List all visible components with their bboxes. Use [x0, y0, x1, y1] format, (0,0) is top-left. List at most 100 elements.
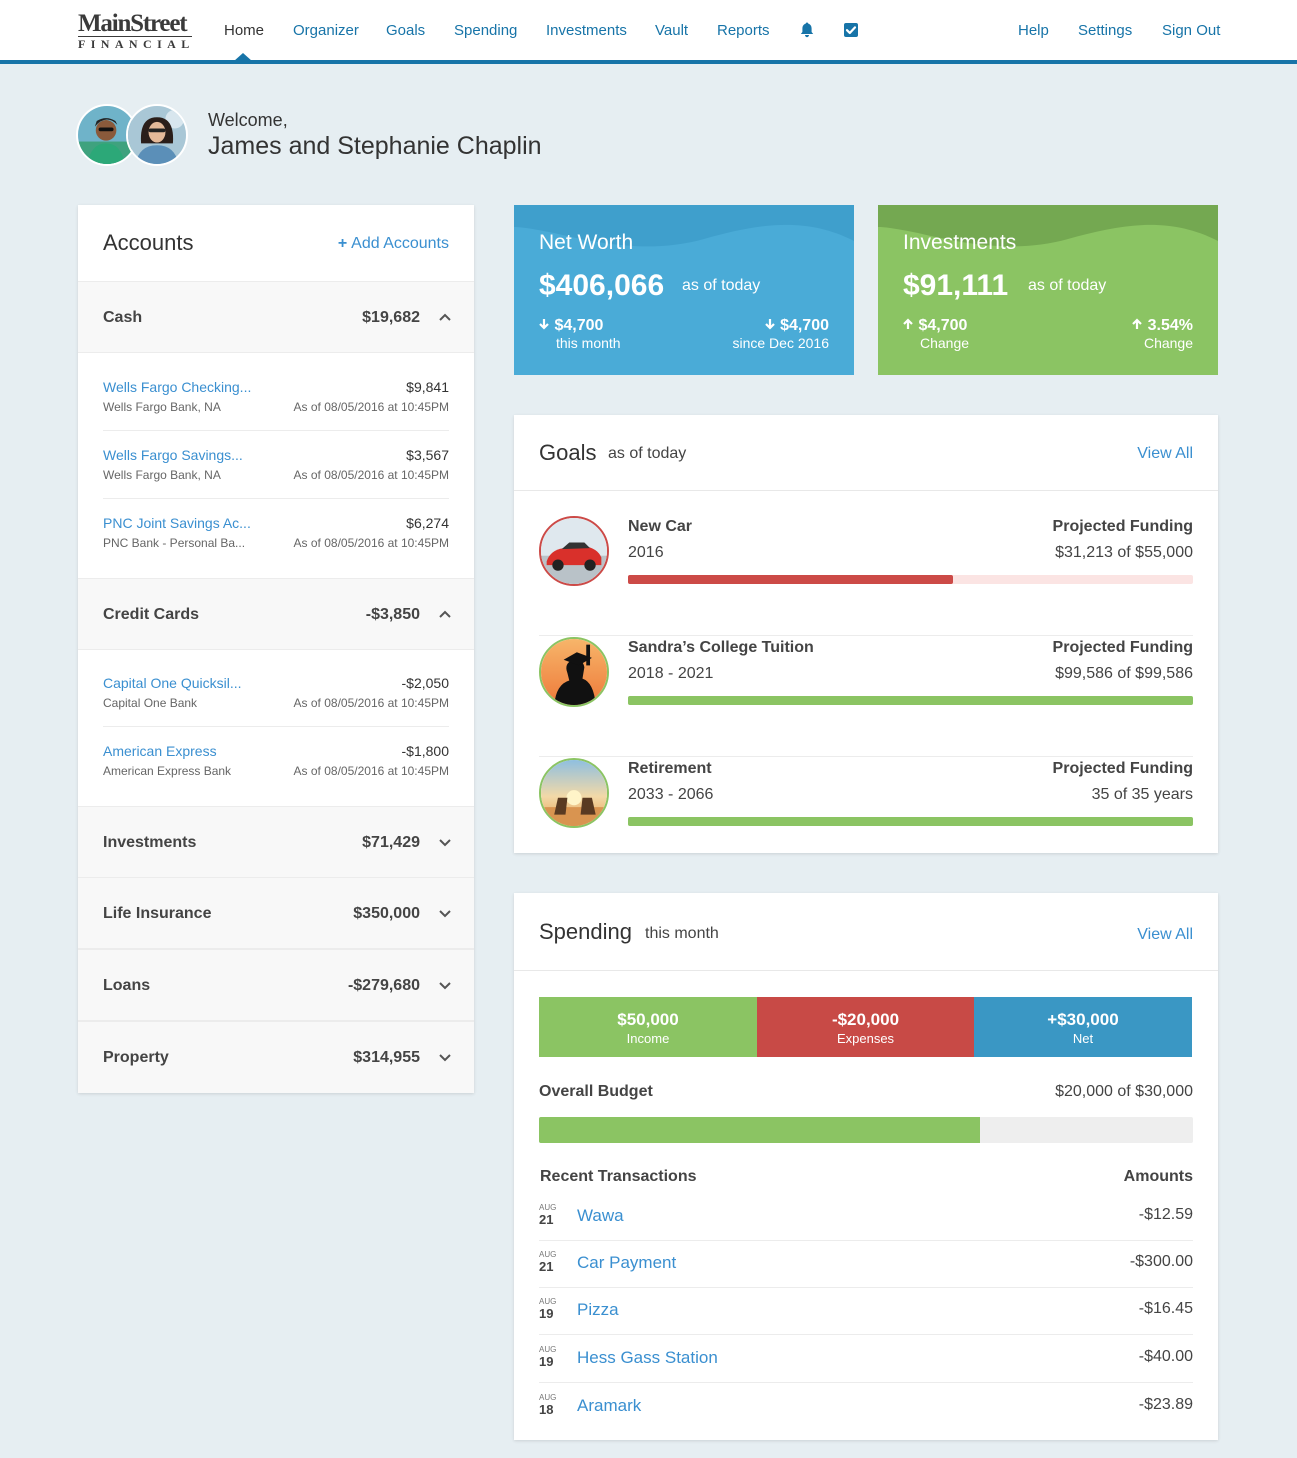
- group-name: Loans: [103, 977, 151, 994]
- account-row[interactable]: Wells Fargo Checking... Wells Fargo Bank…: [103, 363, 449, 431]
- transaction-day: 19: [539, 1306, 554, 1321]
- spending-title: Spending: [539, 919, 632, 944]
- account-group-cash[interactable]: Cash $19,682: [78, 281, 474, 353]
- account-row[interactable]: Capital One Quicksil... Capital One Bank…: [103, 659, 449, 727]
- expenses-label: Expenses: [836, 1031, 895, 1046]
- change-value: 3.54%: [1147, 317, 1193, 334]
- goals-view-all-link[interactable]: View All: [1137, 445, 1193, 462]
- income-amount: $50,000: [617, 1010, 679, 1029]
- transaction-merchant[interactable]: Hess Gass Station: [577, 1348, 718, 1367]
- goal-years: 2016: [628, 544, 664, 561]
- transaction-merchant[interactable]: Aramark: [577, 1396, 642, 1415]
- net-summary[interactable]: +$30,000 Net: [974, 997, 1192, 1057]
- arrow-up-icon: [903, 318, 913, 329]
- nav-goals[interactable]: Goals: [386, 22, 426, 39]
- transaction-merchant[interactable]: Pizza: [577, 1300, 619, 1319]
- net-worth-title: Net Worth: [539, 231, 634, 254]
- expenses-amount: -$20,000: [831, 1010, 900, 1029]
- account-bank: PNC Bank - Personal Ba...: [103, 536, 246, 550]
- logo-wordmark: MainStreet: [78, 10, 188, 37]
- bell-icon[interactable]: [798, 21, 816, 39]
- goal-item-college-tuition[interactable]: Sandra’s College Tuition 2018 - 2021 Pro…: [539, 637, 1193, 757]
- nav-vault[interactable]: Vault: [655, 22, 689, 39]
- nav-settings[interactable]: Settings: [1078, 22, 1133, 39]
- goal-funding-value: $99,586 of $99,586: [1055, 665, 1193, 682]
- divider: [514, 490, 1218, 491]
- goal-funding-label: Projected Funding: [1052, 518, 1193, 535]
- spending-view-all-link[interactable]: View All: [1137, 926, 1193, 943]
- chevron-up-icon[interactable]: [438, 607, 452, 621]
- checkbox-icon[interactable]: [842, 21, 860, 39]
- account-name[interactable]: Wells Fargo Savings...: [103, 447, 243, 463]
- investments-percent-change: 3.54%: [1131, 317, 1193, 335]
- wave-decoration: [878, 205, 1218, 247]
- chevron-down-icon[interactable]: [438, 1050, 452, 1064]
- investments-card[interactable]: Investments $91,111 as of today $4,700 C…: [878, 205, 1218, 375]
- transaction-amount: -$300.00: [1129, 1253, 1193, 1270]
- change-label: this month: [556, 335, 621, 351]
- account-group-credit-cards[interactable]: Credit Cards -$3,850: [78, 578, 474, 650]
- net-worth-amount: $406,066: [539, 269, 665, 302]
- transaction-amount: -$23.89: [1138, 1396, 1193, 1413]
- transaction-row[interactable]: AUG 21 Wawa -$12.59: [539, 1193, 1193, 1241]
- account-name[interactable]: PNC Joint Savings Ac...: [103, 515, 251, 531]
- expenses-summary[interactable]: -$20,000 Expenses: [757, 997, 974, 1057]
- nav-sign-out[interactable]: Sign Out: [1162, 22, 1221, 39]
- goal-progress-bar: [628, 817, 1193, 826]
- goal-funding-label: Projected Funding: [1052, 639, 1193, 656]
- chevron-down-icon[interactable]: [438, 835, 452, 849]
- transaction-row[interactable]: AUG 18 Aramark -$23.89: [539, 1383, 1193, 1431]
- nav-reports[interactable]: Reports: [717, 22, 770, 39]
- nav-investments[interactable]: Investments: [546, 22, 627, 39]
- mainstreet-logo[interactable]: MainStreet FINANCIAL: [78, 10, 196, 50]
- red-car-image: [539, 516, 609, 586]
- account-balance: $9,841: [406, 379, 449, 395]
- group-name: Property: [103, 1049, 169, 1066]
- goals-panel: Goals as of today View All New Car 2016 …: [514, 415, 1218, 853]
- account-group-life-insurance[interactable]: Life Insurance $350,000: [78, 877, 474, 949]
- account-name[interactable]: Capital One Quicksil...: [103, 675, 242, 691]
- chevron-up-icon[interactable]: [438, 310, 452, 324]
- goal-item-new-car[interactable]: New Car 2016 Projected Funding $31,213 o…: [539, 516, 1193, 636]
- goal-item-retirement[interactable]: Retirement 2033 - 2066 Projected Funding…: [539, 758, 1193, 848]
- recent-transactions-header: Recent Transactions: [540, 1168, 697, 1185]
- transaction-month: AUG: [539, 1345, 557, 1354]
- arrow-down-icon: [539, 319, 549, 330]
- transaction-merchant[interactable]: Wawa: [577, 1206, 624, 1225]
- account-group-investments[interactable]: Investments $71,429: [78, 806, 474, 878]
- goal-progress-bar: [628, 696, 1193, 705]
- income-label: Income: [626, 1031, 670, 1046]
- change-label: Change: [920, 335, 970, 351]
- budget-progress-bar: [539, 1117, 1193, 1143]
- add-accounts-button[interactable]: + Add Accounts: [338, 235, 449, 253]
- net-worth-card[interactable]: Net Worth $406,066 as of today $4,700 th…: [514, 205, 854, 375]
- chevron-down-icon[interactable]: [438, 978, 452, 992]
- nav-help[interactable]: Help: [1018, 22, 1049, 39]
- nav-home[interactable]: Home: [224, 22, 265, 39]
- group-total: $19,682: [362, 309, 420, 326]
- income-summary[interactable]: $50,000 Income: [539, 997, 757, 1057]
- transaction-row[interactable]: AUG 21 Car Payment -$300.00: [539, 1240, 1193, 1288]
- investments-amount: $91,111: [903, 269, 1009, 302]
- account-row[interactable]: PNC Joint Savings Ac... PNC Bank - Perso…: [103, 499, 449, 567]
- transaction-merchant[interactable]: Car Payment: [577, 1253, 677, 1272]
- account-row[interactable]: Wells Fargo Savings... Wells Fargo Bank,…: [103, 431, 449, 499]
- nav-spending[interactable]: Spending: [454, 22, 518, 39]
- investments-as-of: as of today: [1028, 277, 1107, 294]
- nav-organizer[interactable]: Organizer: [293, 22, 359, 39]
- group-name: Life Insurance: [103, 905, 212, 922]
- account-as-of: As of 08/05/2016 at 10:45PM: [293, 468, 449, 482]
- transaction-row[interactable]: AUG 19 Pizza -$16.45: [539, 1287, 1193, 1335]
- chevron-down-icon[interactable]: [438, 906, 452, 920]
- group-total: -$279,680: [347, 977, 420, 994]
- transaction-row[interactable]: AUG 19 Hess Gass Station -$40.00: [539, 1335, 1193, 1383]
- account-name[interactable]: American Express: [103, 743, 217, 759]
- group-total: $314,955: [353, 1049, 420, 1066]
- avatar-stephanie[interactable]: [126, 104, 188, 166]
- account-group-property[interactable]: Property $314,955: [78, 1021, 474, 1093]
- account-name[interactable]: Wells Fargo Checking...: [103, 379, 252, 395]
- account-group-loans[interactable]: Loans -$279,680: [78, 949, 474, 1021]
- account-balance: $6,274: [406, 515, 449, 531]
- change-label: since Dec 2016: [732, 335, 829, 351]
- account-row[interactable]: American Express American Express Bank -…: [103, 727, 449, 795]
